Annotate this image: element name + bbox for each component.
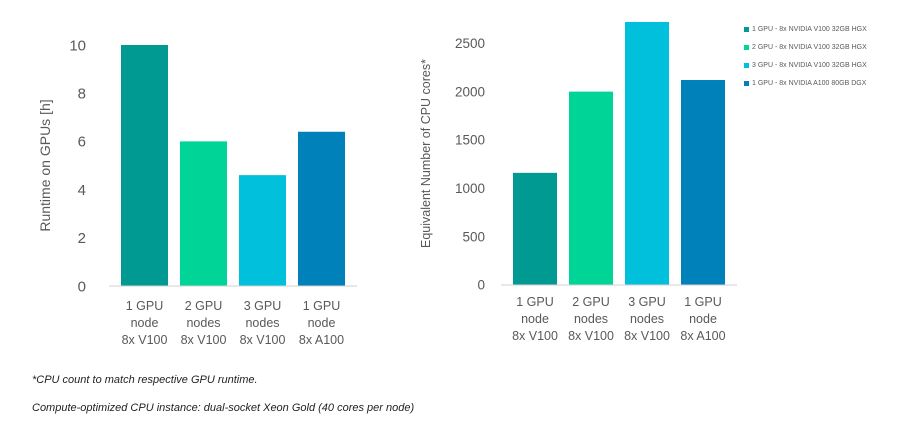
- x-category-label: 8x V100: [512, 329, 558, 343]
- x-category-label: 8x V100: [624, 329, 670, 343]
- runtime-bar-chart: Runtime on GPUs [h] 0 2 4 6 8 10 1 GPU node 8x V1…: [37, 37, 357, 347]
- y-tick-label: 2000: [455, 84, 485, 99]
- bar: [180, 141, 227, 286]
- x-category-label: 1 GPU: [684, 295, 722, 309]
- footnote-cpu-instance: Compute-optimized CPU instance: dual-soc…: [32, 402, 415, 414]
- bar: [625, 22, 669, 285]
- legend-item: 1 GPU - 8x NVIDIA A100 80GB DGX: [744, 74, 867, 92]
- x-category-label: 8x V100: [240, 333, 286, 347]
- y-axis-title: Runtime on GPUs [h]: [37, 99, 53, 231]
- legend-swatch: [744, 62, 749, 68]
- x-category-label: nodes: [574, 312, 608, 326]
- x-category-label: 2 GPU: [572, 295, 610, 309]
- y-tick-label: 2: [78, 230, 86, 247]
- y-tick-label: 500: [462, 229, 485, 244]
- bar: [513, 172, 557, 285]
- x-category-label: 8x V100: [181, 333, 227, 347]
- x-category-label: 1 GPU: [126, 299, 164, 313]
- x-category-label: node: [521, 312, 549, 326]
- x-category-label: nodes: [245, 316, 279, 330]
- x-category-label: 3 GPU: [244, 299, 282, 313]
- y-tick-label: 10: [69, 37, 86, 54]
- legend-item: 2 GPU - 8x NVIDIA V100 32GB HGX: [744, 38, 867, 56]
- x-category-label: 8x A100: [299, 333, 344, 347]
- y-tick-label: 1500: [455, 133, 485, 148]
- legend-swatch: [744, 26, 749, 32]
- legend-item: 1 GPU - 8x NVIDIA V100 32GB HGX: [744, 20, 867, 38]
- x-category-label: 8x V100: [122, 333, 168, 347]
- bar: [681, 80, 725, 285]
- cpu-cores-bar-chart: Equivalent Number of CPU cores* 0 500 1000 1…: [419, 22, 737, 343]
- x-category-label: 2 GPU: [185, 299, 223, 313]
- x-category-label: node: [131, 316, 159, 330]
- x-category-label: 1 GPU: [303, 299, 341, 313]
- legend-label: 3 GPU - 8x NVIDIA V100 32GB HGX: [752, 61, 867, 69]
- bar: [239, 175, 286, 286]
- x-category-label: 8x V100: [568, 329, 614, 343]
- bar: [121, 45, 168, 286]
- legend-swatch: [744, 44, 749, 50]
- y-tick-label: 1000: [455, 181, 485, 196]
- x-category-label: 1 GPU: [516, 295, 554, 309]
- bar: [298, 131, 345, 286]
- y-tick-label: 2500: [455, 36, 485, 51]
- x-category-label: 3 GPU: [628, 295, 666, 309]
- legend-item: 3 GPU - 8x NVIDIA V100 32GB HGX: [744, 56, 867, 74]
- y-tick-label: 4: [78, 182, 86, 199]
- y-tick-label: 8: [78, 85, 86, 102]
- y-tick-label: 6: [78, 134, 86, 151]
- legend-label: 1 GPU - 8x NVIDIA V100 32GB HGX: [752, 25, 867, 33]
- x-category-label: 8x A100: [680, 329, 725, 343]
- y-tick-label: 0: [477, 278, 485, 293]
- footnote-cpu-count: *CPU count to match respective GPU runti…: [32, 374, 258, 386]
- chart-legend: 1 GPU - 8x NVIDIA V100 32GB HGX 2 GPU - …: [744, 20, 867, 92]
- y-axis-title: Equivalent Number of CPU cores*: [419, 59, 433, 248]
- legend-swatch: [744, 80, 749, 86]
- x-category-label: node: [689, 312, 717, 326]
- x-category-label: nodes: [186, 316, 220, 330]
- x-category-label: node: [308, 316, 336, 330]
- bar: [569, 91, 613, 285]
- legend-label: 2 GPU - 8x NVIDIA V100 32GB HGX: [752, 43, 867, 51]
- y-tick-label: 0: [78, 278, 86, 295]
- legend-label: 1 GPU - 8x NVIDIA A100 80GB DGX: [752, 79, 867, 87]
- x-category-label: nodes: [630, 312, 664, 326]
